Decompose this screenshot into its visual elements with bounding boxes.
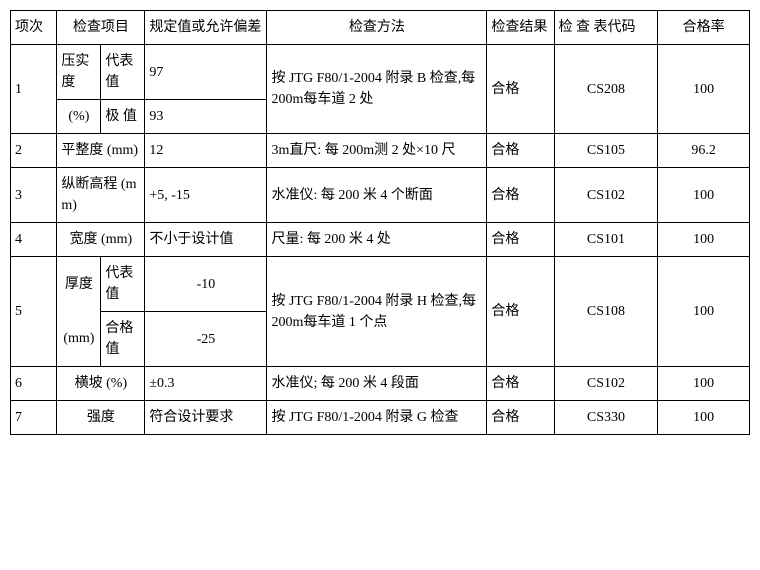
cell-num: 7 <box>11 401 57 435</box>
cell-method: 水准仪; 每 200 米 4 段面 <box>267 367 487 401</box>
cell-num: 3 <box>11 168 57 223</box>
cell-result: 合格 <box>487 401 554 435</box>
table-row: 1 压实度 代表值 97 按 JTG F80/1-2004 附录 B 检查,每 … <box>11 45 750 100</box>
cell-result: 合格 <box>487 134 554 168</box>
header-item: 检查项目 <box>57 11 145 45</box>
cell-num: 2 <box>11 134 57 168</box>
cell-item: 宽度 (mm) <box>57 223 145 257</box>
cell-method: 3m直尺: 每 200m测 2 处×10 尺 <box>267 134 487 168</box>
cell-method: 尺量: 每 200 米 4 处 <box>267 223 487 257</box>
header-row: 项次 检查项目 规定值或允许偏差 检查方法 检查结果 检 查 表代码 合格率 <box>11 11 750 45</box>
cell-code: CS108 <box>554 257 658 367</box>
cell-item: 纵断高程 (mm) <box>57 168 145 223</box>
cell-item-main: 厚度 <box>57 257 101 312</box>
table-row: 7 强度 符合设计要求 按 JTG F80/1-2004 附录 G 检查 合格 … <box>11 401 750 435</box>
cell-item: 平整度 (mm) <box>57 134 145 168</box>
header-code: 检 查 表代码 <box>554 11 658 45</box>
cell-item: 强度 <box>57 401 145 435</box>
cell-result: 合格 <box>487 223 554 257</box>
cell-code: CS101 <box>554 223 658 257</box>
cell-result: 合格 <box>487 367 554 401</box>
cell-rate: 100 <box>658 45 750 134</box>
cell-sub: 代表值 <box>101 45 145 100</box>
cell-num: 4 <box>11 223 57 257</box>
cell-sub: 极 值 <box>101 100 145 134</box>
table-row: 6 横坡 (%) ±0.3 水准仪; 每 200 米 4 段面 合格 CS102… <box>11 367 750 401</box>
cell-rate: 96.2 <box>658 134 750 168</box>
cell-method: 按 JTG F80/1-2004 附录 B 检查,每 200m每车道 2 处 <box>267 45 487 134</box>
cell-rate: 100 <box>658 168 750 223</box>
cell-item-unit: (mm) <box>57 312 101 367</box>
cell-item-main: 压实度 <box>57 45 101 100</box>
cell-code: CS102 <box>554 367 658 401</box>
cell-sub: 代表值 <box>101 257 145 312</box>
cell-code: CS330 <box>554 401 658 435</box>
cell-result: 合格 <box>487 168 554 223</box>
cell-method: 按 JTG F80/1-2004 附录 G 检查 <box>267 401 487 435</box>
header-rate: 合格率 <box>658 11 750 45</box>
cell-method: 按 JTG F80/1-2004 附录 H 检查,每 200m每车道 1 个点 <box>267 257 487 367</box>
table-row: 2 平整度 (mm) 12 3m直尺: 每 200m测 2 处×10 尺 合格 … <box>11 134 750 168</box>
cell-spec: 符合设计要求 <box>145 401 267 435</box>
cell-spec: 12 <box>145 134 267 168</box>
table-row: 3 纵断高程 (mm) +5, -15 水准仪: 每 200 米 4 个断面 合… <box>11 168 750 223</box>
cell-item-unit: (%) <box>57 100 101 134</box>
cell-spec: ±0.3 <box>145 367 267 401</box>
cell-code: CS105 <box>554 134 658 168</box>
cell-spec: 不小于设计值 <box>145 223 267 257</box>
cell-result: 合格 <box>487 257 554 367</box>
cell-result: 合格 <box>487 45 554 134</box>
table-row: 4 宽度 (mm) 不小于设计值 尺量: 每 200 米 4 处 合格 CS10… <box>11 223 750 257</box>
cell-item: 横坡 (%) <box>57 367 145 401</box>
cell-code: CS102 <box>554 168 658 223</box>
cell-spec: 93 <box>145 100 267 134</box>
header-method: 检查方法 <box>267 11 487 45</box>
cell-spec: +5, -15 <box>145 168 267 223</box>
cell-spec: -25 <box>145 312 267 367</box>
cell-code: CS208 <box>554 45 658 134</box>
table-row: 5 厚度 代表值 -10 按 JTG F80/1-2004 附录 H 检查,每 … <box>11 257 750 312</box>
header-num: 项次 <box>11 11 57 45</box>
cell-spec: 97 <box>145 45 267 100</box>
cell-method: 水准仪: 每 200 米 4 个断面 <box>267 168 487 223</box>
cell-rate: 100 <box>658 367 750 401</box>
cell-num: 6 <box>11 367 57 401</box>
cell-rate: 100 <box>658 223 750 257</box>
cell-num: 1 <box>11 45 57 134</box>
cell-num: 5 <box>11 257 57 367</box>
header-spec: 规定值或允许偏差 <box>145 11 267 45</box>
cell-sub: 合格值 <box>101 312 145 367</box>
inspection-table: 项次 检查项目 规定值或允许偏差 检查方法 检查结果 检 查 表代码 合格率 1… <box>10 10 750 435</box>
cell-rate: 100 <box>658 257 750 367</box>
header-result: 检查结果 <box>487 11 554 45</box>
cell-rate: 100 <box>658 401 750 435</box>
cell-spec: -10 <box>145 257 267 312</box>
